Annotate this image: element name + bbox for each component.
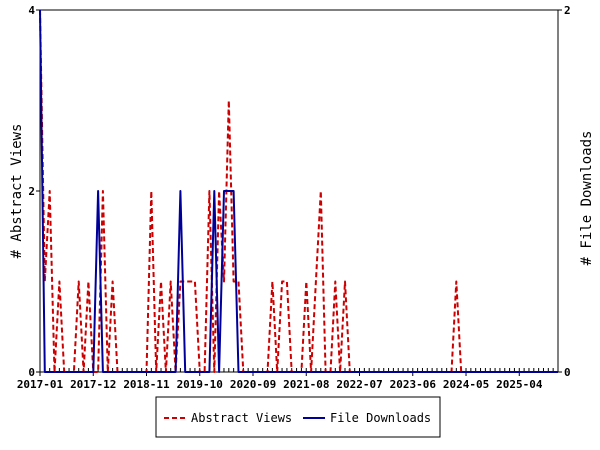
x-tick-label: 2024-05: [443, 378, 489, 391]
y-right-ticks: 02: [558, 4, 571, 379]
x-tick-label: 2020-09: [230, 378, 276, 391]
y-right-tick-label: 0: [564, 366, 571, 379]
x-tick-labels: 2017-01 2017-12 2018-11 2019-10 2020-09 2021-…: [17, 372, 543, 391]
y-right-axis-title: # File Downloads: [579, 131, 595, 266]
series-layer: [39, 9, 558, 373]
x-tick-label: 2021-08: [283, 378, 329, 391]
y-left-tick-label: 4: [28, 4, 35, 17]
legend-label-file-downloads: File Downloads: [330, 411, 431, 425]
y-left-tick-label: 0: [28, 366, 35, 379]
x-tick-label: 2023-06: [390, 378, 437, 391]
series-line-file-downloads: [39, 9, 558, 373]
legend-label-abstract-views: Abstract Views: [191, 411, 292, 425]
legend: Abstract Views File Downloads: [155, 396, 441, 438]
y-left-ticks: 0 2 4: [28, 4, 40, 379]
y-left-tick-label: 2: [28, 185, 35, 198]
x-tick-label: 2017-01: [17, 378, 64, 391]
x-tick-label: 2019-10: [177, 378, 223, 391]
y-left-axis-title: # Abstract Views: [9, 124, 25, 259]
legend-box: [155, 396, 441, 438]
series-line-abstract-views: [39, 9, 558, 373]
x-tick-label: 2017-12: [70, 378, 116, 391]
x-tick-label: 2018-11: [123, 378, 170, 391]
y-right-tick-label: 2: [564, 4, 571, 17]
plot-frame: [39, 9, 559, 373]
x-tick-label: 2022-07: [336, 378, 382, 391]
x-tick-label: 2025-04: [496, 378, 543, 391]
